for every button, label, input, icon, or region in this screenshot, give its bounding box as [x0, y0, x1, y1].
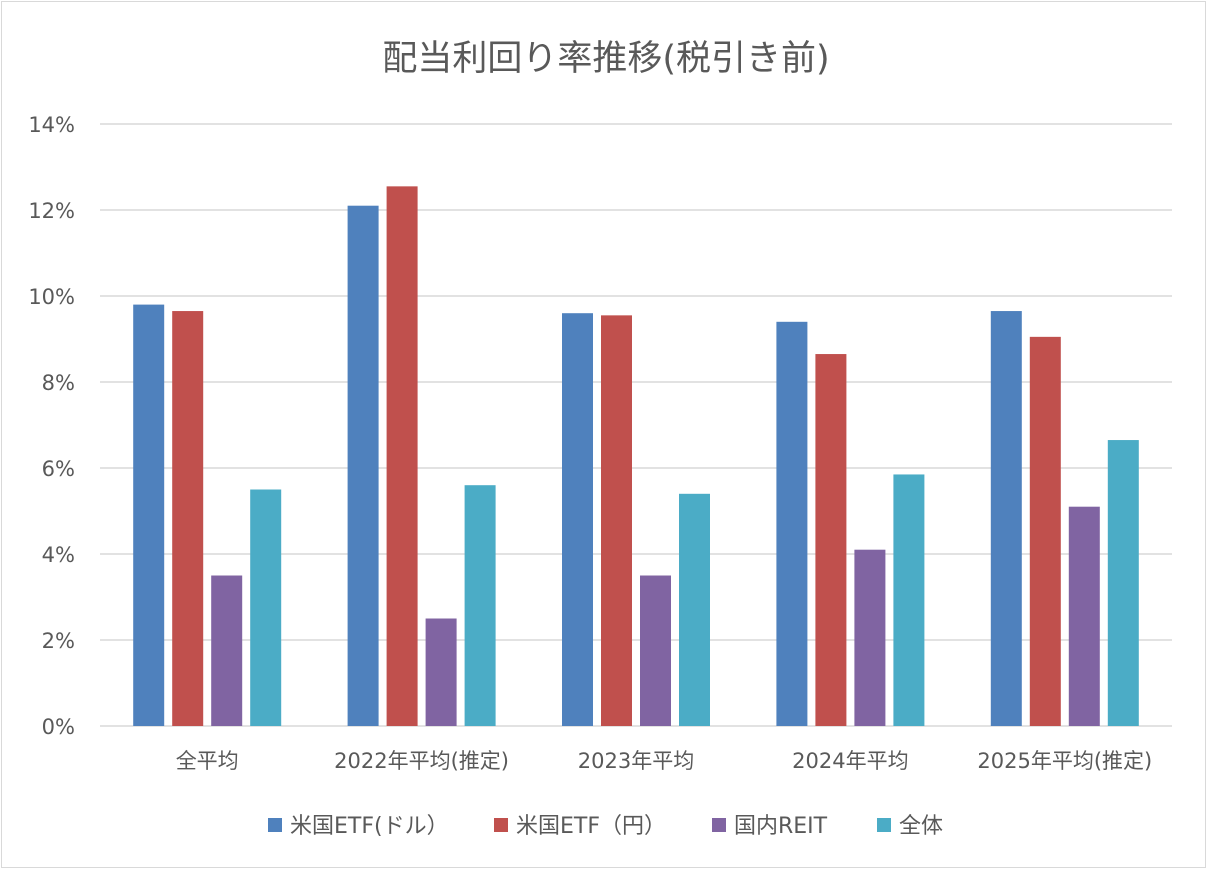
legend-swatch [494, 818, 508, 832]
y-axis-tick-labels: 0% 2% 4% 6% 8% 10% 12% 14% [28, 113, 75, 739]
bar-series-2-category-3 [854, 549, 886, 726]
y-tick-label: 14% [28, 113, 75, 137]
bar-series-3-category-0 [250, 489, 282, 726]
x-axis-tick-labels: 全平均 2022年平均(推定) 2023年平均 2024年平均 2025年平均(推定) [176, 749, 1153, 773]
y-tick-label: 12% [28, 199, 75, 223]
bar-series-3-category-3 [893, 474, 925, 726]
x-tick-label: 2023年平均 [578, 749, 694, 773]
y-tick-label: 2% [42, 629, 75, 653]
bar-series-2-category-4 [1068, 506, 1100, 726]
legend-label: 全体 [899, 814, 943, 839]
x-tick-label: 2025年平均(推定) [977, 749, 1152, 773]
bar-series-2-category-1 [425, 618, 457, 726]
bar-series-1-category-2 [601, 315, 632, 726]
legend-label: 米国ETF（円） [516, 814, 666, 839]
legend-label: 米国ETF(ドル） [290, 814, 449, 839]
bar-series-3-category-2 [679, 493, 710, 726]
legend-swatch [877, 818, 891, 832]
bar-series-2-category-0 [211, 575, 243, 726]
bar-series-0-category-0 [133, 304, 165, 726]
bar-series-2-category-2 [640, 575, 671, 726]
bar-series-1-category-1 [386, 186, 418, 727]
legend-swatch [712, 818, 726, 832]
bar-series-0-category-4 [990, 311, 1022, 726]
x-tick-label: 全平均 [176, 749, 239, 773]
legend: 米国ETF(ドル） 米国ETF（円） 国内REIT 全体 [268, 814, 943, 839]
y-tick-label: 8% [42, 371, 75, 395]
legend-label: 国内REIT [734, 814, 828, 839]
chart-title: 配当利回り率推移(税引き前) [382, 39, 829, 79]
bar-series-3-category-4 [1107, 440, 1139, 726]
bar-series-0-category-2 [562, 313, 593, 726]
bar-series-0-category-1 [347, 205, 379, 726]
bar-series-3-category-1 [464, 485, 496, 726]
bar-series-1-category-4 [1029, 336, 1061, 726]
y-tick-label: 0% [42, 715, 75, 739]
x-tick-label: 2022年平均(推定) [334, 749, 509, 773]
bar-series-0-category-3 [776, 321, 808, 726]
y-tick-label: 10% [28, 285, 75, 309]
bar-series-1-category-3 [815, 354, 847, 726]
legend-swatch [268, 818, 282, 832]
bars [133, 186, 1139, 727]
bar-series-1-category-0 [172, 311, 204, 726]
y-tick-label: 6% [42, 457, 75, 481]
x-tick-label: 2024年平均 [792, 749, 908, 773]
y-tick-label: 4% [42, 543, 75, 567]
